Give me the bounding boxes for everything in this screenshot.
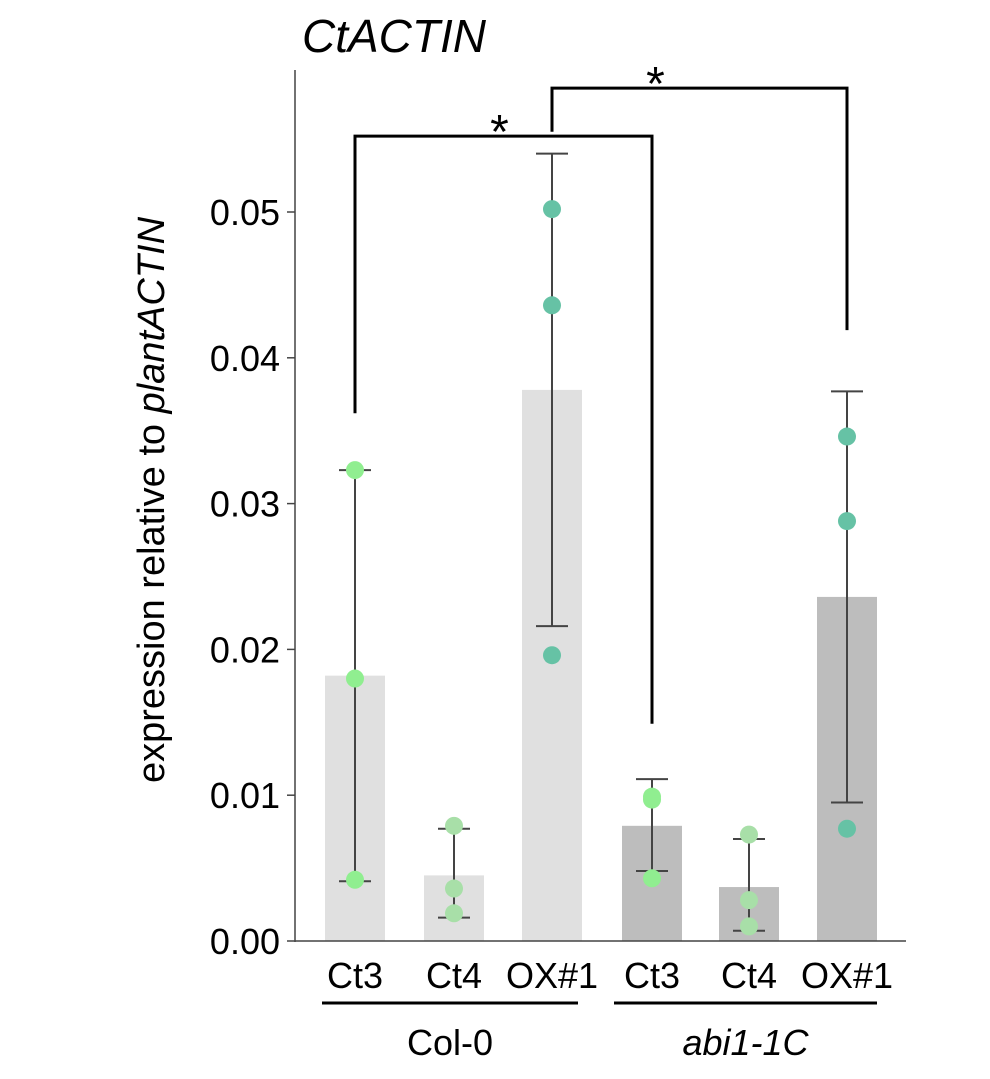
- x-categories-layer: Ct3 Ct4 OX#1 Ct3 Ct4 OX#1: [327, 955, 893, 996]
- data-point-5-1: [740, 825, 758, 844]
- x-tick-label-5: Ct4: [721, 955, 777, 996]
- data-point-1-2: [346, 669, 364, 688]
- y-axis-label: expression relative to plantACTIN: [131, 216, 173, 783]
- data-point-3-2: [543, 296, 561, 315]
- y-tick-label-5: 0.04: [210, 338, 280, 379]
- data-point-3-1: [543, 200, 561, 219]
- significance-bracket-2: [550, 86, 849, 331]
- y-axis-label-prefix: expression relative to: [131, 413, 173, 783]
- significance-star-2: *: [646, 58, 665, 111]
- data-point-6-2: [838, 512, 856, 531]
- data-point-6-1: [838, 427, 856, 446]
- data-point-4-2: [643, 790, 661, 809]
- y-tick-label-4: 0.03: [210, 484, 280, 525]
- chart-title: CtACTIN: [302, 10, 487, 62]
- x-tick-label-6: OX#1: [801, 955, 893, 996]
- group-label-1: Col-0: [407, 1022, 493, 1063]
- data-point-2-2: [445, 879, 463, 898]
- data-point-1-3: [346, 870, 364, 889]
- data-point-5-2: [740, 891, 758, 910]
- significance-layer: **: [353, 58, 849, 724]
- data-point-3-3: [543, 646, 561, 665]
- y-axis-label-italic: plantACTIN: [131, 216, 173, 414]
- groups-layer: Col-0 abi1-1C: [322, 1001, 877, 1063]
- y-ticks-layer: 0.00 0.01 0.02 0.03 0.04 0.05: [210, 192, 295, 962]
- x-tick-label-3: OX#1: [506, 955, 598, 996]
- y-tick-label-6: 0.05: [210, 192, 280, 233]
- x-tick-label-2: Ct4: [426, 955, 482, 996]
- group-label-2: abi1-1C: [682, 1022, 809, 1063]
- data-point-2-1: [445, 816, 463, 835]
- data-point-1-1: [346, 461, 364, 480]
- data-point-4-3: [643, 869, 661, 888]
- x-tick-label-4: Ct3: [624, 955, 680, 996]
- y-tick-label-2: 0.01: [210, 775, 280, 816]
- y-tick-label-1: 0.00: [210, 921, 280, 962]
- x-tick-label-1: Ct3: [327, 955, 383, 996]
- data-point-2-3: [445, 904, 463, 923]
- bars-layer: [325, 389, 877, 942]
- y-tick-label-3: 0.02: [210, 629, 280, 670]
- error-bars-layer: [339, 152, 863, 932]
- significance-star-1: *: [490, 106, 509, 159]
- points-layer: [346, 200, 856, 936]
- data-point-6-3: [838, 819, 856, 838]
- significance-bracket-1: [353, 134, 654, 724]
- data-point-5-3: [740, 917, 758, 936]
